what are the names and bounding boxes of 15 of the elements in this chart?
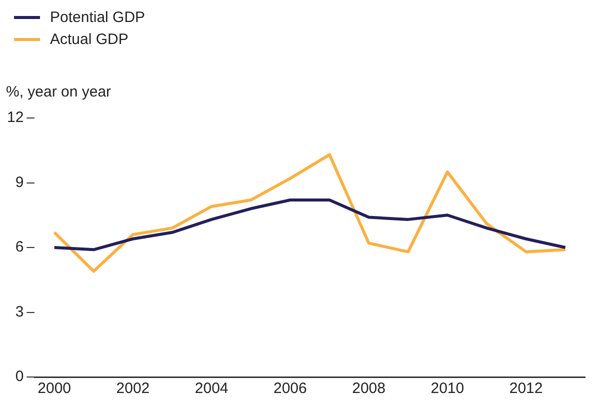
legend-label: Actual GDP bbox=[50, 30, 128, 48]
legend-label: Potential GDP bbox=[50, 8, 146, 26]
y-tick-label: 3 bbox=[15, 303, 24, 320]
y-axis-title: %, year on year bbox=[6, 84, 112, 101]
y-tick-label: 12 bbox=[6, 109, 24, 126]
x-tick-label: 2004 bbox=[194, 380, 228, 398]
x-tick-label: 2002 bbox=[116, 380, 150, 398]
x-tick-label: 2012 bbox=[509, 380, 543, 398]
y-tick-label: 9 bbox=[15, 174, 24, 191]
x-tick-label: 2006 bbox=[274, 380, 307, 398]
y-tick-label: 0 bbox=[15, 368, 24, 386]
x-tick-label: 2000 bbox=[38, 380, 72, 398]
y-tick-label: 6 bbox=[15, 238, 24, 256]
x-tick-label: 2010 bbox=[430, 380, 464, 398]
x-tick-label: 2008 bbox=[352, 380, 386, 398]
